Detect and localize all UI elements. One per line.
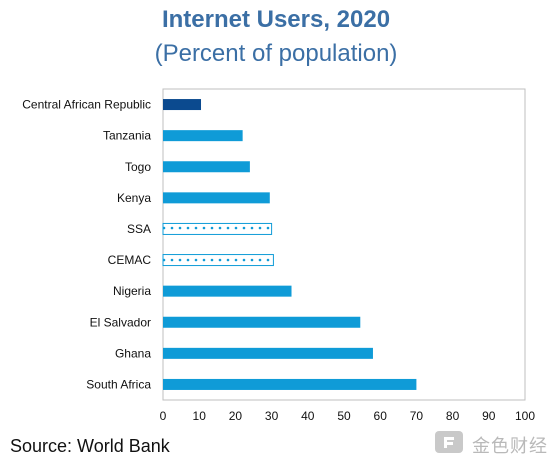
bar-nigeria: [163, 285, 292, 297]
bar-central-african-republic: [163, 99, 202, 111]
watermark-text: 金色财经: [472, 436, 548, 456]
category-label: Togo: [125, 160, 151, 174]
category-label: South Africa: [86, 377, 151, 391]
bar-ghana: [163, 347, 373, 359]
bar-togo: [163, 161, 250, 173]
x-tick-label: 0: [160, 409, 167, 423]
bar-ssa: [162, 222, 273, 235]
x-tick-label: 60: [374, 409, 388, 423]
category-label: Kenya: [117, 191, 151, 205]
category-label: Nigeria: [113, 284, 151, 298]
chart-subtitle: (Percent of population): [154, 40, 398, 67]
x-tick-label: 30: [265, 409, 279, 423]
bar-south-africa: [163, 378, 417, 390]
x-tick-label: 90: [482, 409, 496, 423]
x-tick-label: 100: [515, 409, 535, 423]
category-label: El Salvador: [90, 315, 151, 329]
x-tick-label: 10: [193, 409, 207, 423]
category-label: CEMAC: [108, 253, 152, 267]
bar-kenya: [163, 192, 270, 204]
chart-title: Internet Users, 2020: [161, 6, 391, 33]
bar-el-salvador: [163, 316, 361, 328]
jinse-logo-icon: [435, 431, 463, 453]
category-label: Central African Republic: [22, 98, 151, 112]
x-tick-label: 20: [229, 409, 243, 423]
category-label: Ghana: [115, 346, 151, 360]
source-note: Source: World Bank: [10, 436, 170, 456]
bar-tanzania: [163, 130, 243, 142]
x-tick-label: 70: [410, 409, 424, 423]
bar-cemac: [162, 254, 274, 267]
category-label: Tanzania: [103, 129, 151, 143]
x-tick-label: 40: [301, 409, 315, 423]
x-tick-label: 50: [337, 409, 351, 423]
x-tick-label: 80: [446, 409, 460, 423]
category-label: SSA: [127, 222, 151, 236]
